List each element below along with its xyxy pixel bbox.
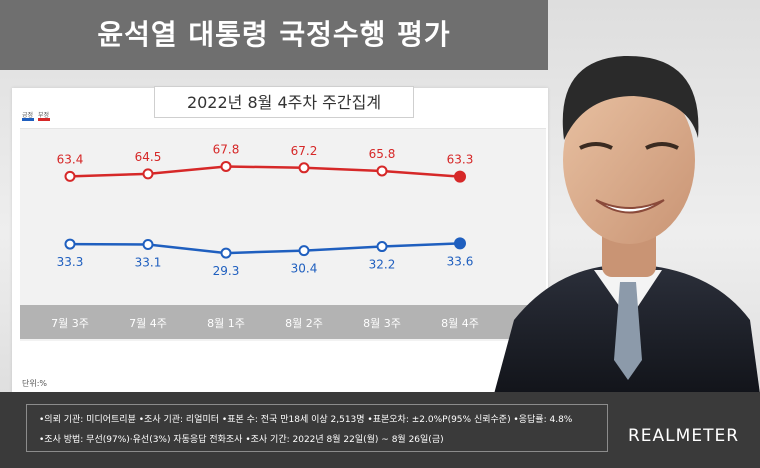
data-point xyxy=(376,241,388,253)
survey-info-line-1: •의뢰 기관: 미디어트리뷴 •조사 기관: 리얼미터 •표본 수: 전국 만1… xyxy=(39,415,573,425)
legend-label-negative: 부정 xyxy=(38,112,50,119)
page-title: 윤석열 대통령 국정수행 평가 xyxy=(97,18,451,51)
data-label: 63.4 xyxy=(57,152,84,166)
legend-swatch-negative xyxy=(38,118,50,121)
data-label: 32.2 xyxy=(369,258,396,272)
chart-subtitle: 2022년 8월 4주차 주간집계 xyxy=(154,86,414,118)
data-label: 30.4 xyxy=(291,262,318,276)
data-point xyxy=(64,238,76,250)
data-label: 33.3 xyxy=(57,255,84,269)
unit-label: 단위:% xyxy=(22,379,48,388)
x-tick-label: 8월 4주 xyxy=(441,317,479,330)
series-line-negative xyxy=(69,165,461,178)
series-line-positive xyxy=(69,242,461,255)
x-tick-label: 8월 2주 xyxy=(285,317,323,330)
data-label: 64.5 xyxy=(135,150,162,164)
data-point xyxy=(142,239,154,251)
president-portrait xyxy=(494,55,760,394)
plot-area: 7월 3주 7월 4주 8월 1주 8월 2주 8월 3주 8월 4주 63.4 64.5 67… xyxy=(20,128,546,341)
footer-bar: •의뢰 기관: 미디어트리뷴 •조사 기관: 리얼미터 •표본 수: 전국 만1… xyxy=(0,392,760,468)
data-point xyxy=(142,168,154,180)
category-axis-band xyxy=(20,305,546,339)
data-point xyxy=(454,237,466,250)
data-label: 65.8 xyxy=(369,147,396,161)
data-label: 67.8 xyxy=(213,142,240,156)
data-point xyxy=(298,245,310,257)
x-tick-label: 7월 4주 xyxy=(129,317,167,330)
data-point xyxy=(454,170,466,183)
data-label: 29.3 xyxy=(213,264,240,278)
x-tick-label: 8월 1주 xyxy=(207,317,245,330)
data-point xyxy=(220,247,232,259)
data-label: 63.3 xyxy=(447,153,474,167)
survey-info-box: •의뢰 기관: 미디어트리뷴 •조사 기관: 리얼미터 •표본 수: 전국 만1… xyxy=(26,404,608,452)
data-label: 33.6 xyxy=(447,254,474,268)
header-bar: 윤석열 대통령 국정수행 평가 xyxy=(0,0,548,70)
line-chart: 7월 3주 7월 4주 8월 1주 8월 2주 8월 3주 8월 4주 63.4 64.5 67… xyxy=(20,142,546,339)
brand-logo: REALMETER xyxy=(628,426,739,446)
data-label: 67.2 xyxy=(291,144,318,158)
legend-label-positive: 긍정 xyxy=(22,112,34,119)
data-label: 33.1 xyxy=(135,256,162,270)
data-point xyxy=(64,170,76,182)
x-tick-label: 8월 3주 xyxy=(363,317,401,330)
x-tick-label: 7월 3주 xyxy=(51,317,89,330)
data-point xyxy=(220,160,232,172)
data-point xyxy=(376,165,388,177)
data-point xyxy=(298,162,310,174)
legend-swatch-positive xyxy=(22,118,34,121)
survey-info-line-2: •조사 방법: 무선(97%)·유선(3%) 자동응답 전화조사 •조사 기간:… xyxy=(39,435,444,445)
